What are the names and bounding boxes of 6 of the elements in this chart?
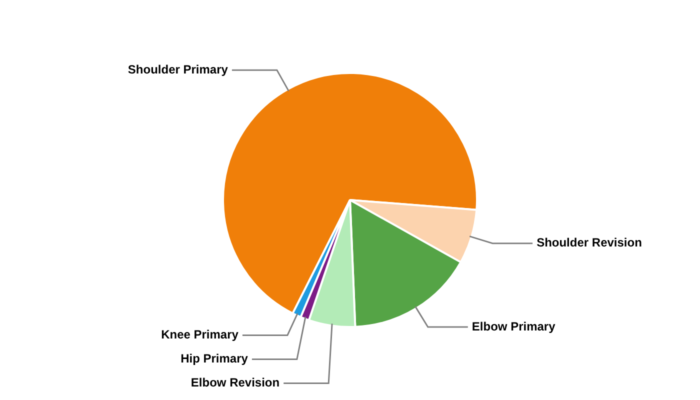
- slice-label: Shoulder Primary: [128, 62, 228, 76]
- slice-label: Elbow Revision: [190, 376, 280, 390]
- slice-label: Elbow Primary: [472, 319, 556, 334]
- slice-label: Shoulder Revision: [536, 236, 642, 250]
- slice-label: Hip Primary: [180, 352, 248, 366]
- slice-label: Knee Primary: [161, 328, 239, 342]
